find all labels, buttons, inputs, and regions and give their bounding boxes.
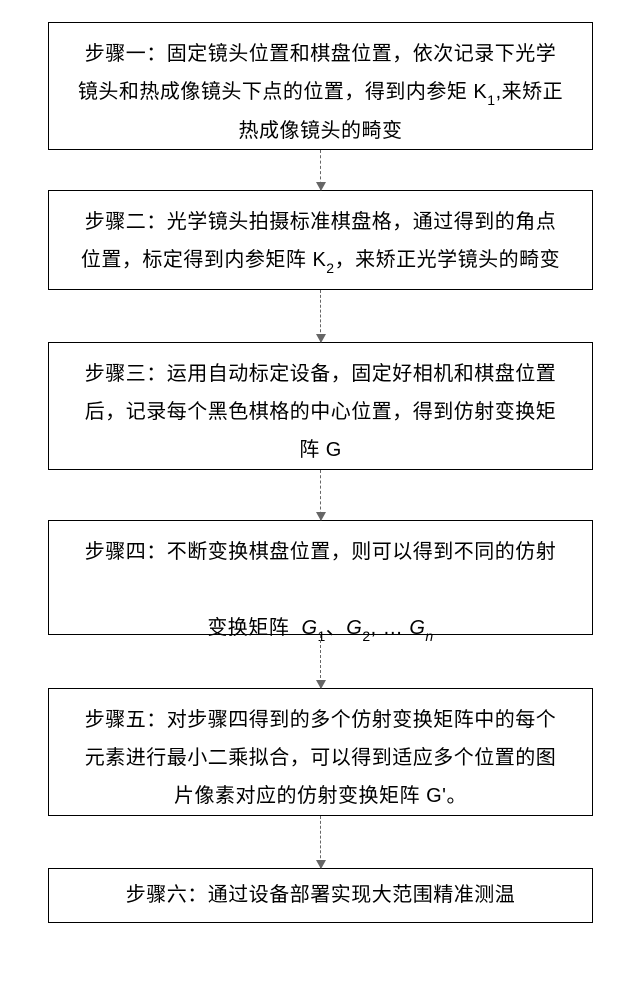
step-text-line: 元素进行最小二乘拟合，可以得到适应多个位置的图 <box>65 739 576 777</box>
step-text-line: 步骤三：运用自动标定设备，固定好相机和棋盘位置 <box>65 355 576 393</box>
step-text-line: 镜头和热成像镜头下点的位置，得到内参矩 K1,来矫正 <box>65 73 576 112</box>
step-box-3: 步骤三：运用自动标定设备，固定好相机和棋盘位置后，记录每个黑色棋格的中心位置，得… <box>48 342 593 470</box>
step-box-6: 步骤六：通过设备部署实现大范围精准测温 <box>48 868 593 923</box>
step-text-line: 步骤五：对步骤四得到的多个仿射变换矩阵中的每个 <box>65 701 576 739</box>
step-box-4: 步骤四：不断变换棋盘位置，则可以得到不同的仿射 变换矩阵 G1、G2, … Gn <box>48 520 593 635</box>
step-text-line: 步骤一：固定镜头位置和棋盘位置，依次记录下光学 <box>65 35 576 73</box>
step-text-line: 步骤二：光学镜头拍摄标准棋盘格，通过得到的角点 <box>65 203 576 241</box>
arrow-5 <box>320 816 321 868</box>
step-text-line: 片像素对应的仿射变换矩阵 G'。 <box>65 777 576 815</box>
arrow-4 <box>320 635 321 688</box>
arrow-2 <box>320 290 321 342</box>
step-text-line: 热成像镜头的畸变 <box>65 112 576 150</box>
step-text-line: 步骤六：通过设备部署实现大范围精准测温 <box>65 881 576 909</box>
arrow-3 <box>320 470 321 520</box>
step-text-line: 位置，标定得到内参矩阵 K2，来矫正光学镜头的畸变 <box>65 241 576 280</box>
step-text-line: 阵 G <box>65 431 576 469</box>
flowchart-container: 步骤一：固定镜头位置和棋盘位置，依次记录下光学镜头和热成像镜头下点的位置，得到内… <box>0 0 641 1000</box>
step-box-5: 步骤五：对步骤四得到的多个仿射变换矩阵中的每个元素进行最小二乘拟合，可以得到适应… <box>48 688 593 816</box>
arrow-1 <box>320 150 321 190</box>
step-text-line: 步骤四：不断变换棋盘位置，则可以得到不同的仿射 <box>65 533 576 571</box>
step-text-line: 后，记录每个黑色棋格的中心位置，得到仿射变换矩 <box>65 393 576 431</box>
step-box-1: 步骤一：固定镜头位置和棋盘位置，依次记录下光学镜头和热成像镜头下点的位置，得到内… <box>48 22 593 150</box>
step-box-2: 步骤二：光学镜头拍摄标准棋盘格，通过得到的角点位置，标定得到内参矩阵 K2，来矫… <box>48 190 593 290</box>
step-text-line <box>65 571 576 609</box>
